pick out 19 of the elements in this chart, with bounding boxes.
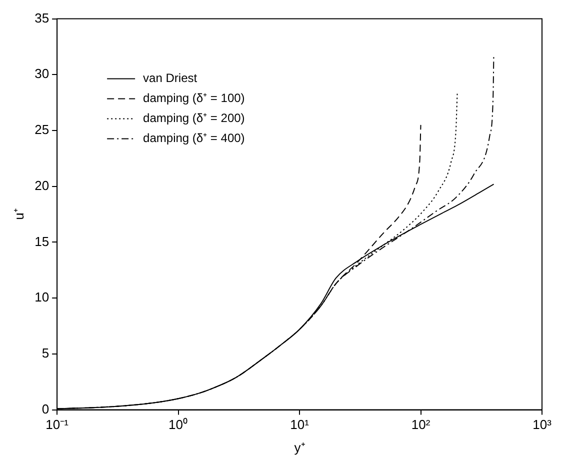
x-tick-label: 10² [411,417,431,432]
legend-label: damping (δ⁺ = 200) [143,111,245,126]
legend-label: van Driest [143,71,198,86]
x-tick-label: 10⁰ [168,417,188,432]
y-tick-label: 5 [42,346,50,361]
x-tick-label: 10¹ [290,417,310,432]
legend-label: damping (δ⁺ = 100) [143,91,245,106]
x-axis-title: y⁺ [294,440,305,455]
x-tick-label: 10⁻¹ [46,417,70,432]
y-tick-label: 35 [34,10,50,26]
y-tick-label: 30 [34,66,50,82]
y-tick-label: 0 [42,401,50,416]
y-tick-label: 25 [34,122,50,138]
x-tick-label: 10³ [532,417,552,432]
y-tick-label: 15 [34,234,50,249]
y-axis-title: u⁺ [11,208,26,220]
y-tick-label: 10 [34,290,50,305]
legend-label: damping (δ⁺ = 400) [143,131,245,146]
y-tick-label: 20 [34,178,50,193]
